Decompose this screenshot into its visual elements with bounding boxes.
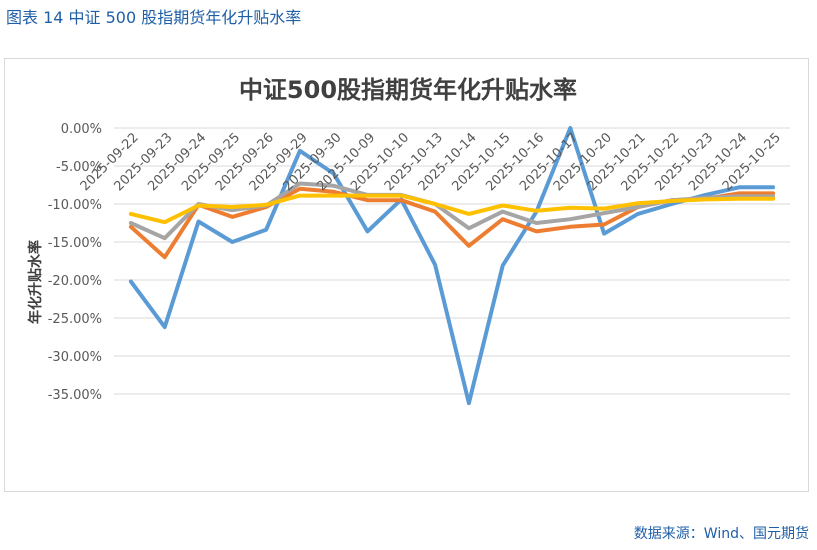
- y-tick-label: -25.00%: [48, 312, 102, 327]
- y-tick-label: -35.00%: [48, 388, 102, 403]
- y-tick-labels: 0.00% -5.00% -10.00% -15.00% -20.00% -25.00% -…: [48, 122, 102, 403]
- y-tick-label: -15.00%: [48, 236, 102, 251]
- gridlines: [114, 127, 790, 395]
- y-axis-label: 年化升贴水率: [27, 240, 44, 324]
- figure-caption: 图表 14 中证 500 股指期货年化升贴水率: [6, 8, 302, 27]
- series-lines: [128, 126, 776, 406]
- chart-frame: [4, 58, 809, 492]
- y-tick-label: -10.00%: [48, 198, 102, 213]
- y-tick-label: -20.00%: [48, 274, 102, 289]
- series-line-4: [128, 193, 776, 225]
- chart-title: 中证500股指期货年化升贴水率: [239, 76, 577, 104]
- series-line-1: [128, 126, 776, 406]
- source-note: 数据来源：Wind、国元期货: [633, 526, 809, 542]
- x-tick-labels: 2025-09-222025-09-232025-09-242025-09-25…: [78, 130, 784, 194]
- y-tick-label: -30.00%: [48, 350, 102, 365]
- y-tick-label: 0.00%: [61, 122, 102, 137]
- y-tick-label: -5.00%: [56, 160, 102, 175]
